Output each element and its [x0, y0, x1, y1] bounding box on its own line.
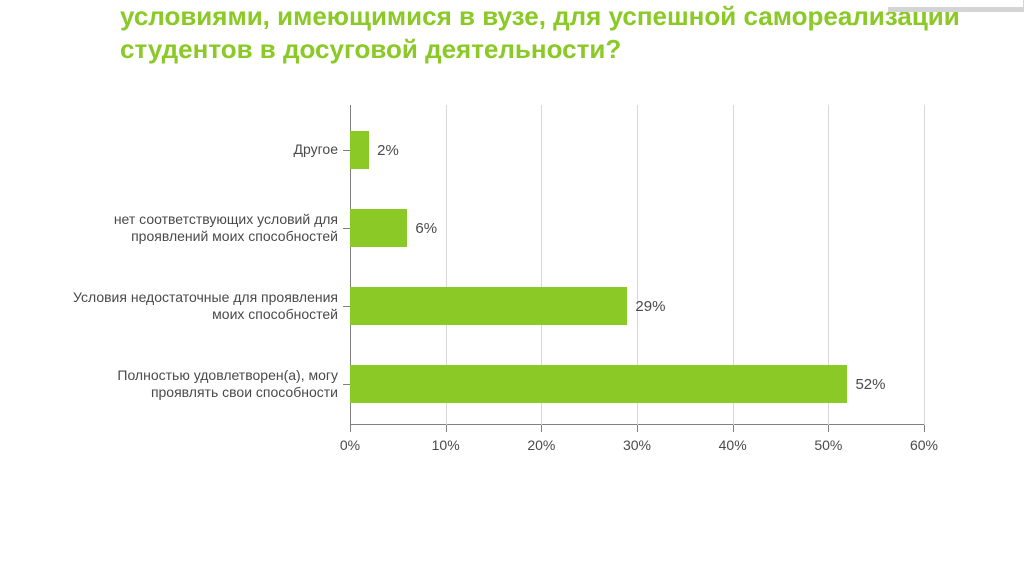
chart-x-tick-label: 40% — [719, 437, 747, 453]
chart-bar-value: 52% — [855, 376, 885, 393]
chart-bar-label: Полностью удовлетворен(а), могу проявлят… — [62, 367, 350, 402]
chart-bar — [350, 287, 627, 325]
chart-bar-label: нет соответствующих условий для проявлен… — [62, 211, 350, 246]
chart-bar-row: нет соответствующих условий для проявлен… — [350, 209, 924, 247]
chart-x-tick — [446, 425, 447, 432]
chart-bar-label: Другое — [62, 141, 350, 159]
chart-bar — [350, 131, 369, 169]
chart-bar-label: Условия недостаточные для проявления мои… — [62, 289, 350, 324]
chart-bar-row: Полностью удовлетворен(а), могу проявлят… — [350, 365, 924, 403]
page-title: условиями, имеющимися в вузе, для успешн… — [120, 0, 988, 65]
chart-x-tick — [350, 425, 351, 432]
chart-x-tick-label: 30% — [623, 437, 651, 453]
chart-bar-value: 6% — [415, 220, 437, 237]
chart-bar — [350, 209, 407, 247]
chart-x-tick — [733, 425, 734, 432]
chart-bar-row: Условия недостаточные для проявления мои… — [350, 287, 924, 325]
chart-x-tick — [828, 425, 829, 432]
chart-x-tick-label: 20% — [527, 437, 555, 453]
chart-container: 0%10%20%30%40%50%60%Другое2%нет соответс… — [60, 105, 964, 505]
chart-x-tick — [924, 425, 925, 432]
chart-plot-area: 0%10%20%30%40%50%60%Другое2%нет соответс… — [350, 105, 924, 425]
chart-x-tick-label: 10% — [432, 437, 460, 453]
chart-x-tick-label: 0% — [340, 437, 360, 453]
chart-bar-value: 29% — [635, 298, 665, 315]
chart-gridline — [924, 105, 925, 425]
chart-x-tick-label: 60% — [910, 437, 938, 453]
chart-x-tick — [541, 425, 542, 432]
chart-bar — [350, 365, 847, 403]
title-corner-decoration — [888, 0, 1024, 12]
chart-bar-value: 2% — [377, 142, 399, 159]
chart-x-tick-label: 50% — [814, 437, 842, 453]
chart-bar-row: Другое2% — [350, 131, 924, 169]
chart-x-tick — [637, 425, 638, 432]
